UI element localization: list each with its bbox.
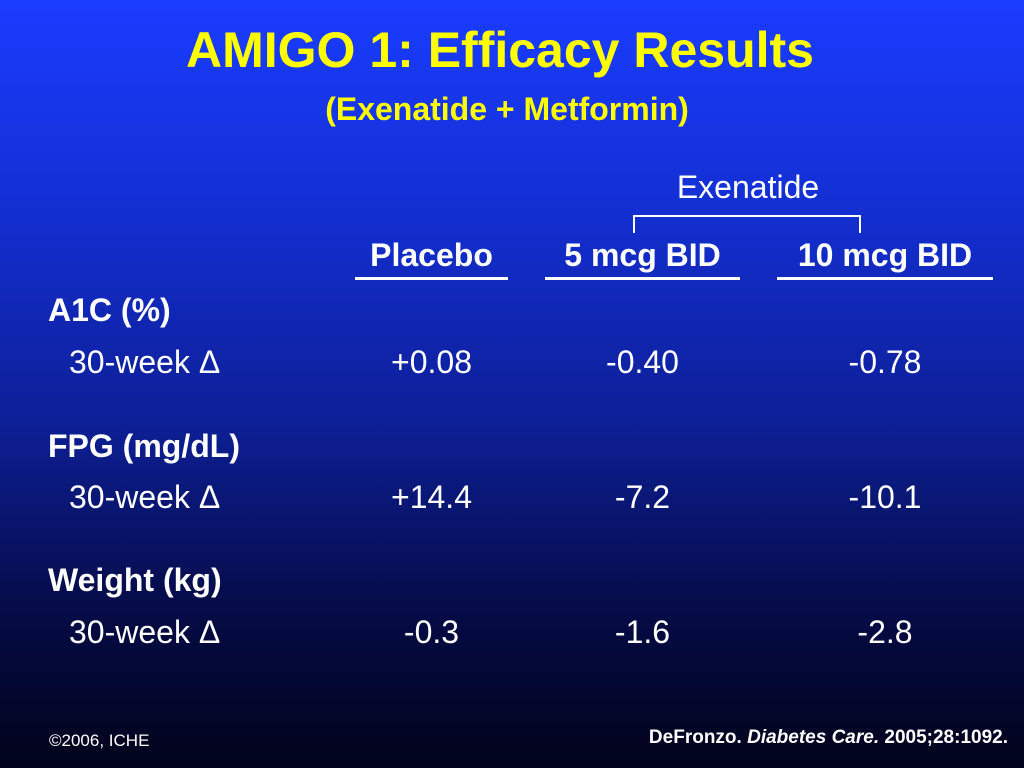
group-bracket (633, 215, 861, 233)
group-label-exenatide: Exenatide (676, 169, 820, 205)
slide-subtitle: (Exenatide + Metformin) (325, 91, 689, 127)
column-header-placebo: Placebo (355, 235, 508, 280)
metric-label-a1c: A1C (%) (48, 292, 171, 328)
value-fpg-10mcg: -10.1 (848, 479, 922, 515)
value-a1c-placebo: +0.08 (391, 344, 472, 380)
citation: DeFronzo. Diabetes Care. 2005;28:1092. (649, 726, 1008, 750)
value-a1c-5mcg: -0.40 (606, 344, 679, 380)
citation-journal: Diabetes Care. (747, 727, 880, 748)
value-weight-placebo: -0.3 (403, 614, 460, 650)
copyright-notice: ©2006, ICHE (49, 731, 150, 750)
row-label-weight-change: 30-week Δ (69, 614, 221, 650)
metric-label-weight: Weight (kg) (48, 562, 222, 598)
metric-label-fpg: FPG (mg/dL) (48, 428, 240, 464)
column-header-5mcg: 5 mcg BID (545, 235, 740, 280)
row-label-fpg-change: 30-week Δ (69, 479, 221, 515)
value-weight-5mcg: -1.6 (614, 614, 671, 650)
column-header-10mcg: 10 mcg BID (777, 235, 993, 280)
citation-author: DeFronzo. (648, 727, 742, 748)
value-a1c-10mcg: -0.78 (848, 344, 922, 380)
slide-title: AMIGO 1: Efficacy Results (186, 22, 814, 78)
value-fpg-placebo: +14.4 (391, 479, 472, 515)
value-fpg-5mcg: -7.2 (614, 479, 671, 515)
value-weight-10mcg: -2.8 (857, 614, 913, 650)
citation-reference: 2005;28:1092. (884, 727, 1008, 748)
row-label-a1c-change: 30-week Δ (69, 344, 221, 380)
